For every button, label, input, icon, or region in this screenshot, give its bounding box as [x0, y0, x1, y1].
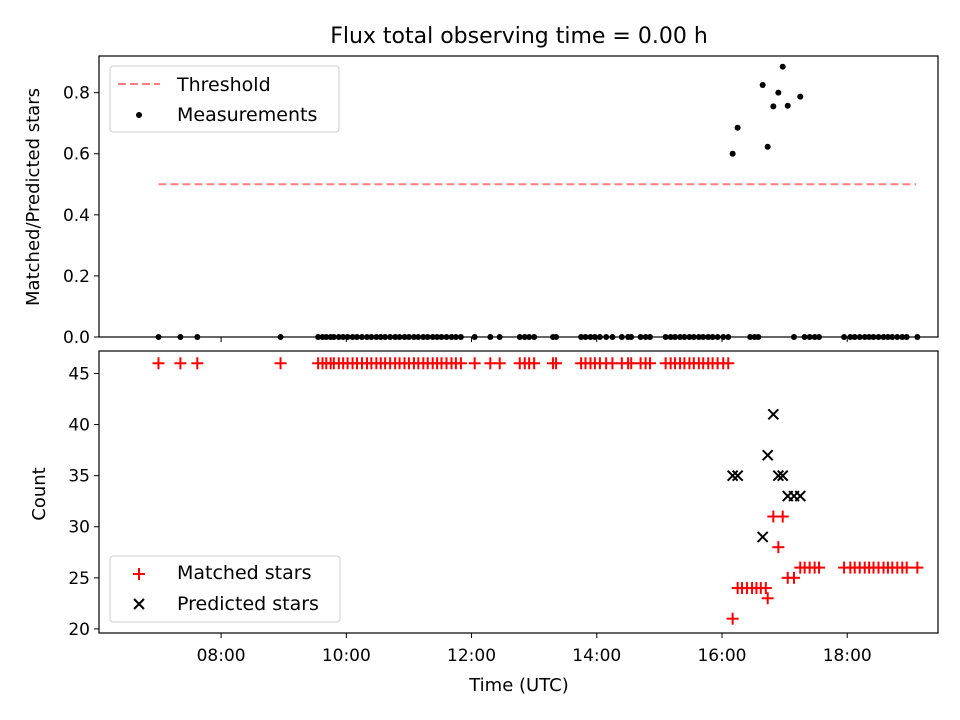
matched-star-marker [152, 357, 165, 370]
matched-star-marker [726, 612, 739, 625]
matched-stars-legend-label: Matched stars [177, 562, 311, 584]
matched-star-marker [191, 357, 204, 370]
predicted-star-marker [772, 469, 785, 482]
bottom-legend-box [109, 555, 341, 623]
bottom-frame [98, 350, 939, 634]
top-y-tick-label: 0.4 [63, 206, 90, 226]
measurement-point [797, 93, 804, 100]
matched-star-marker [722, 357, 735, 370]
bottom-y-tick-label: 35 [68, 467, 90, 487]
bottom-y-axis-label: Count [29, 467, 50, 520]
predicted-stars-legend-marker [133, 598, 145, 610]
matched-star-marker [528, 357, 541, 370]
measurement-point [779, 63, 786, 70]
measurement-point [734, 124, 741, 131]
predicted-star-marker [731, 469, 744, 482]
top-y-tick-label: 0.2 [63, 267, 90, 287]
measurement-point [729, 150, 736, 157]
top-y-tick-label: 0.8 [63, 84, 90, 104]
top-y-tick-label: 0.0 [63, 328, 90, 348]
predicted-star-marker [794, 490, 806, 502]
measurement-point [764, 143, 771, 150]
matched-star-marker [493, 357, 506, 370]
measurement-point [784, 102, 791, 109]
bottom-y-tick-label: 20 [68, 620, 90, 640]
top-legend: Threshold Measurements [109, 65, 340, 133]
bottom-x-tick-label: 10:00 [322, 646, 371, 666]
predicted-star-marker [756, 531, 769, 543]
matched-star-marker [550, 357, 563, 370]
bottom-plot-area: 20 25 30 35 40 45 08:00 10:00 12:00 14:00 16:00 18:… [68, 350, 939, 666]
predicted-star-marker [767, 408, 780, 421]
bottom-y-tick-label: 40 [68, 416, 90, 436]
measurements-legend-marker [136, 112, 142, 118]
bottom-x-tick-label: 18:00 [823, 646, 872, 666]
matched-star-marker [911, 561, 924, 574]
top-plot-area: 0.0 0.2 0.4 0.6 0.8 [63, 55, 939, 348]
threshold-legend-label: Threshold [176, 74, 271, 96]
measurement-point [770, 103, 777, 110]
matched-star-marker [787, 571, 800, 584]
matched-star-marker [761, 592, 774, 605]
bottom-x-tick-label: 08:00 [197, 646, 246, 666]
predicted-stars-legend-label: Predicted stars [177, 593, 319, 615]
predicted-star-marker [761, 449, 774, 461]
bottom-y-tick-label: 45 [68, 364, 90, 384]
matched-star-marker [776, 510, 789, 523]
top-y-axis-label: Matched/Predicted stars [23, 88, 44, 306]
bottom-x-tick-label: 12:00 [447, 646, 496, 666]
measurement-point [775, 89, 782, 96]
predicted-star-marker [726, 469, 739, 482]
bottom-x-tick-label: 16:00 [697, 646, 746, 666]
matched-star-marker [454, 357, 467, 370]
matched-star-marker [174, 357, 187, 370]
matched-star-marker [468, 357, 481, 370]
matched-star-marker [274, 357, 287, 370]
predicted-star-marker [777, 469, 789, 482]
chart-title: Flux total observing time = 0.00 h [330, 24, 708, 49]
measurement-point [759, 82, 766, 89]
matched-star-marker [643, 357, 656, 370]
bottom-y-tick-label: 25 [68, 569, 90, 589]
matched-star-marker [772, 541, 785, 554]
bottom-y-tick-label: 30 [68, 518, 90, 538]
matched-star-marker [759, 582, 772, 595]
bottom-x-tick-label: 14:00 [572, 646, 621, 666]
matched-star-marker [900, 561, 913, 574]
x-axis-label: Time (UTC) [468, 675, 569, 696]
matched-stars-legend-marker [133, 568, 145, 580]
top-y-tick-label: 0.6 [63, 145, 90, 165]
top-frame [98, 55, 939, 338]
top-legend-box [109, 65, 340, 133]
measurements-legend-label: Measurements [177, 104, 317, 126]
matched-star-marker [813, 561, 826, 574]
bottom-legend: Matched stars Predicted stars [109, 555, 341, 623]
